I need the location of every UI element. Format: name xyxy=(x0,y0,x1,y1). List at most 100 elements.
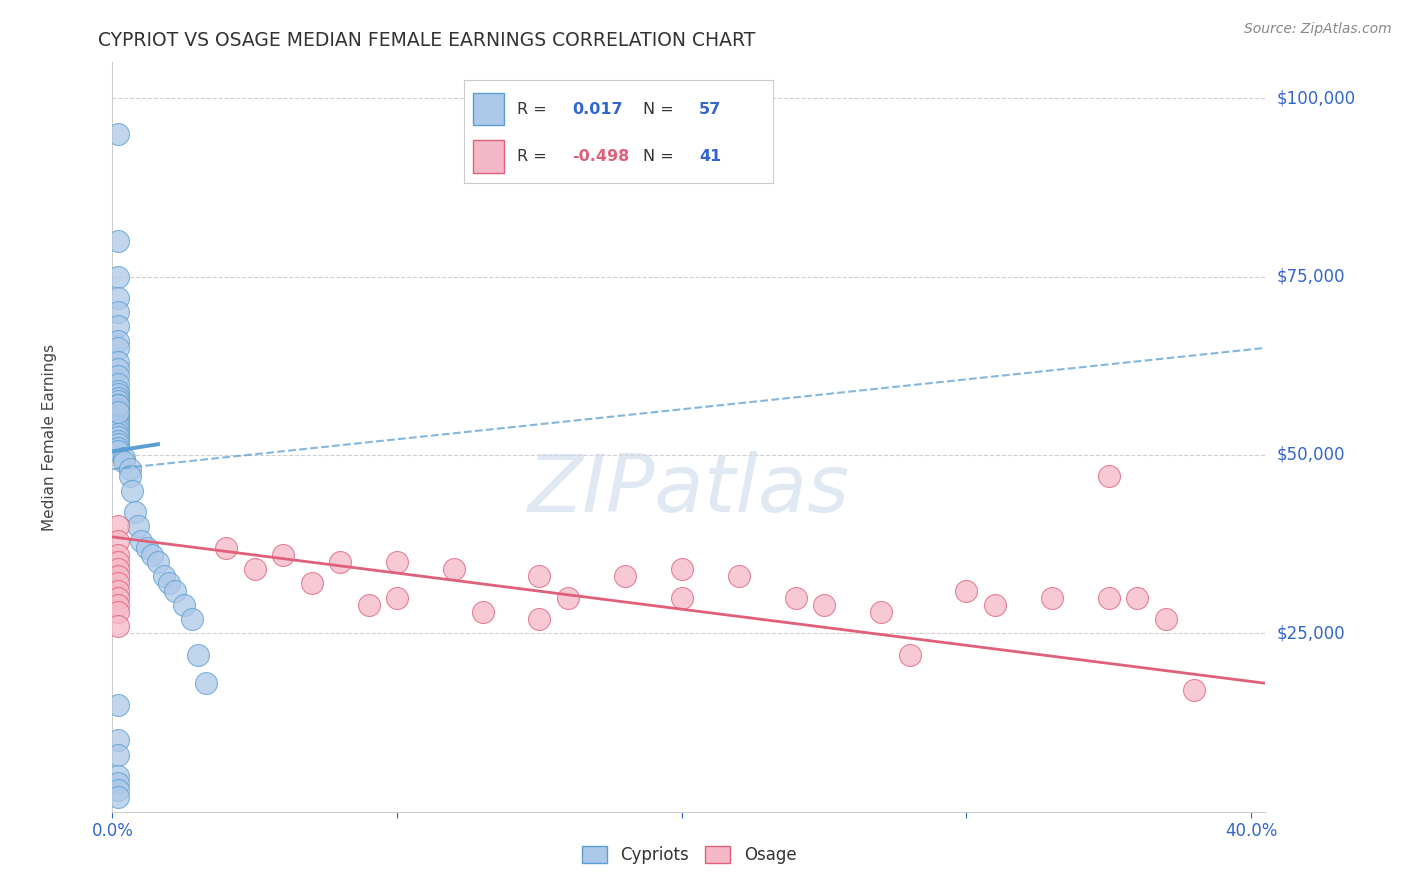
Legend: Cypriots, Osage: Cypriots, Osage xyxy=(575,839,803,871)
Point xyxy=(898,648,921,662)
Point xyxy=(107,387,129,401)
Point xyxy=(107,319,129,334)
Point xyxy=(187,648,209,662)
Point xyxy=(243,562,266,576)
Point xyxy=(124,505,146,519)
Text: N =: N = xyxy=(644,102,673,117)
Point xyxy=(107,409,129,423)
Text: R =: R = xyxy=(516,149,547,164)
Point xyxy=(107,376,129,391)
Point xyxy=(107,334,129,348)
Point xyxy=(107,291,129,305)
Point xyxy=(385,555,408,569)
Point xyxy=(727,569,749,583)
Point xyxy=(195,676,218,690)
Text: Source: ZipAtlas.com: Source: ZipAtlas.com xyxy=(1244,22,1392,37)
Point xyxy=(112,455,135,469)
Text: $75,000: $75,000 xyxy=(1277,268,1346,285)
Point xyxy=(1098,469,1121,483)
Point xyxy=(671,591,693,605)
Point xyxy=(141,548,163,562)
Point xyxy=(107,269,129,284)
Point xyxy=(152,569,174,583)
Point xyxy=(107,444,129,458)
Point xyxy=(984,598,1007,612)
Text: R =: R = xyxy=(516,102,547,117)
Point xyxy=(107,783,129,797)
Point xyxy=(157,576,180,591)
Point xyxy=(107,419,129,434)
Point xyxy=(1040,591,1063,605)
Point xyxy=(107,398,129,412)
Text: $25,000: $25,000 xyxy=(1277,624,1346,642)
Point xyxy=(107,305,129,319)
Point xyxy=(107,430,129,444)
Point xyxy=(329,555,352,569)
Point xyxy=(529,569,551,583)
Point xyxy=(121,483,143,498)
Point xyxy=(107,605,129,619)
Point xyxy=(146,555,169,569)
Point xyxy=(107,355,129,369)
Text: 0.017: 0.017 xyxy=(572,102,623,117)
Point xyxy=(471,605,494,619)
Point xyxy=(529,612,551,626)
Point xyxy=(107,127,129,141)
Point xyxy=(107,619,129,633)
Point xyxy=(870,605,893,619)
Point xyxy=(173,598,195,612)
Point xyxy=(107,398,129,412)
Text: -0.498: -0.498 xyxy=(572,149,630,164)
Point xyxy=(813,598,835,612)
Point xyxy=(1182,683,1205,698)
Point xyxy=(215,541,238,555)
Point xyxy=(112,451,135,466)
Text: $50,000: $50,000 xyxy=(1277,446,1346,464)
Point xyxy=(557,591,579,605)
Point xyxy=(385,591,408,605)
Point xyxy=(107,369,129,384)
Text: Median Female Earnings: Median Female Earnings xyxy=(42,343,56,531)
Point xyxy=(107,555,129,569)
Text: $100,000: $100,000 xyxy=(1277,89,1355,107)
Text: CYPRIOT VS OSAGE MEDIAN FEMALE EARNINGS CORRELATION CHART: CYPRIOT VS OSAGE MEDIAN FEMALE EARNINGS … xyxy=(98,31,756,50)
Point xyxy=(955,583,977,598)
Point xyxy=(107,434,129,448)
Point xyxy=(443,562,465,576)
Text: N =: N = xyxy=(644,149,673,164)
FancyBboxPatch shape xyxy=(474,140,505,173)
Point xyxy=(107,437,129,451)
Point xyxy=(107,562,129,576)
Point xyxy=(129,533,152,548)
Point xyxy=(107,401,129,416)
Point xyxy=(107,583,129,598)
Point xyxy=(107,698,129,712)
Point xyxy=(107,790,129,805)
Point xyxy=(1126,591,1149,605)
Point xyxy=(107,591,129,605)
Point xyxy=(181,612,204,626)
Point xyxy=(107,569,129,583)
FancyBboxPatch shape xyxy=(474,93,505,126)
Point xyxy=(127,519,149,533)
Point xyxy=(107,576,129,591)
Point xyxy=(165,583,187,598)
Point xyxy=(671,562,693,576)
Point xyxy=(107,234,129,248)
Point xyxy=(107,733,129,747)
Point xyxy=(107,519,129,533)
Point xyxy=(1098,591,1121,605)
Point xyxy=(107,405,129,419)
Point xyxy=(107,747,129,762)
Point xyxy=(107,533,129,548)
Point xyxy=(135,541,157,555)
Point xyxy=(107,362,129,376)
Point xyxy=(107,341,129,355)
Point xyxy=(107,776,129,790)
Point xyxy=(107,769,129,783)
Text: 41: 41 xyxy=(699,149,721,164)
Point xyxy=(107,394,129,409)
Point xyxy=(107,391,129,405)
Point xyxy=(107,384,129,398)
Point xyxy=(785,591,807,605)
